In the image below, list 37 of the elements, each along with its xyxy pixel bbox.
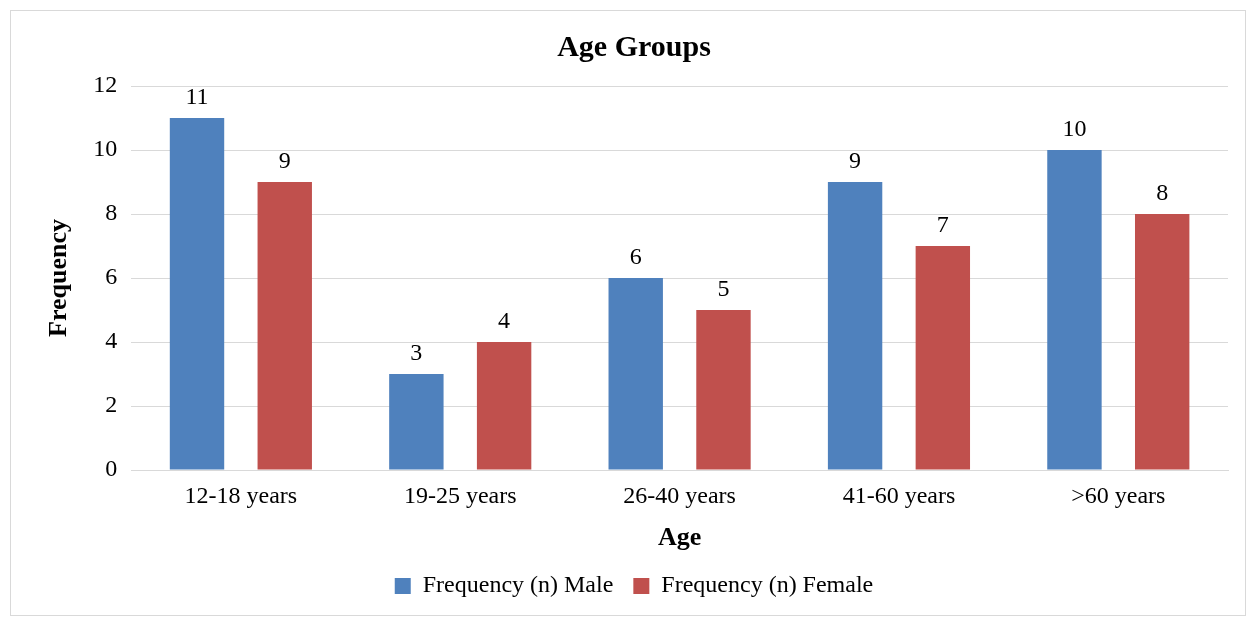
x-tick-label: 19-25 years xyxy=(403,481,517,508)
y-tick-label: 12 xyxy=(93,71,118,98)
bar xyxy=(1134,214,1190,470)
bar xyxy=(257,182,312,470)
data-label: 9 xyxy=(278,147,291,174)
data-label: 3 xyxy=(410,339,423,366)
data-label: 8 xyxy=(1156,179,1169,206)
x-tick-label: 12-18 years xyxy=(184,481,298,508)
data-label: 4 xyxy=(498,307,511,334)
data-label: 11 xyxy=(185,83,209,110)
chart-title: Age Groups xyxy=(557,28,711,62)
bar xyxy=(169,118,225,470)
y-axis-title: Frequency xyxy=(43,219,73,337)
y-tick-label: 0 xyxy=(105,455,118,482)
x-tick-label: 26-40 years xyxy=(623,481,736,508)
y-tick-label: 10 xyxy=(93,135,118,162)
y-tick-label: 2 xyxy=(105,391,118,418)
data-label: 10 xyxy=(1062,115,1087,142)
x-tick-label: >60 years xyxy=(1071,481,1166,508)
data-label: 9 xyxy=(849,147,862,174)
bar xyxy=(389,374,444,470)
bar xyxy=(476,342,532,470)
bar xyxy=(696,310,751,470)
y-tick-label: 8 xyxy=(105,199,118,226)
bar xyxy=(827,182,883,470)
y-tick-label: 6 xyxy=(105,263,118,290)
y-tick-label: 4 xyxy=(105,327,118,354)
x-axis-title: Age xyxy=(657,522,702,552)
legend-label: Frequency (n) Female xyxy=(661,571,874,598)
x-tick-label: 41-60 years xyxy=(842,481,956,508)
data-label: 7 xyxy=(936,211,949,238)
bar xyxy=(1047,150,1102,470)
data-label: 6 xyxy=(629,243,642,270)
bar xyxy=(608,278,663,470)
bar xyxy=(915,246,971,470)
data-label: 5 xyxy=(717,275,730,302)
legend-label: Frequency (n) Male xyxy=(422,571,614,598)
